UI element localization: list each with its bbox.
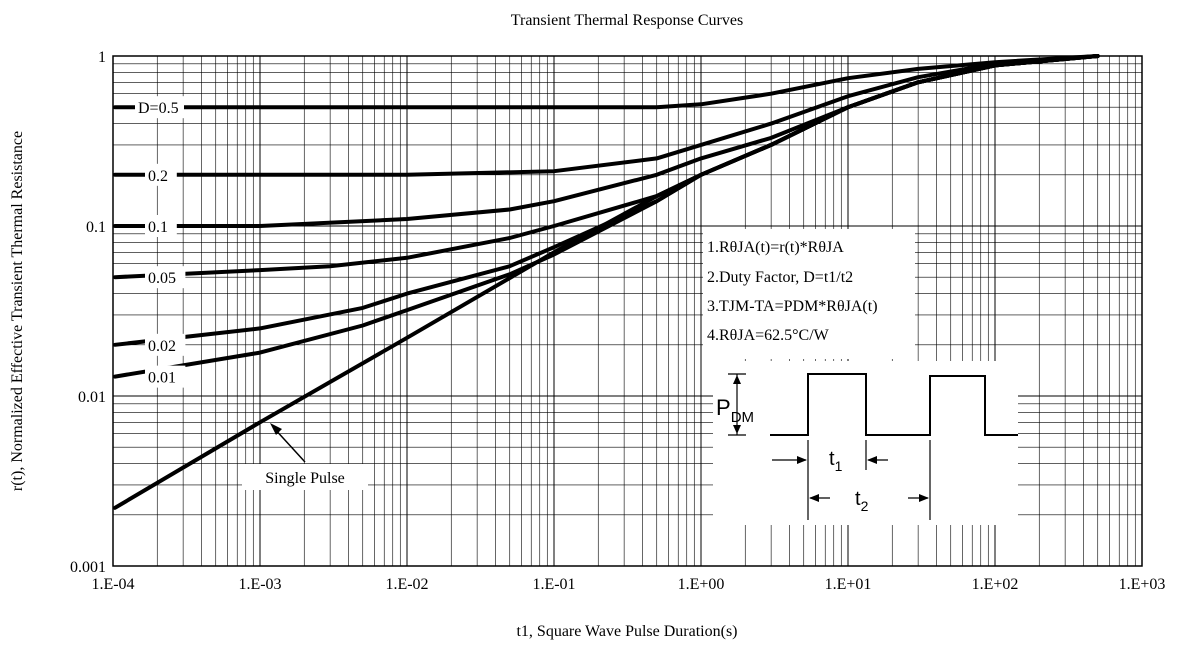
curve-label: 0.2 — [148, 168, 168, 185]
curve-label: D=0.5 — [138, 100, 179, 117]
note-1: 1.RθJA(t)=r(t)*RθJA — [707, 239, 844, 256]
single-pulse-label: Single Pulse — [265, 470, 345, 487]
notes-box: 1.RθJA(t)=r(t)*RθJA 2.Duty Factor, D=t1/… — [703, 229, 915, 359]
notes-background — [703, 229, 915, 359]
single-pulse-label-background — [242, 464, 368, 490]
single-pulse-arrowhead-icon — [270, 423, 282, 435]
curve-label-background — [145, 163, 177, 186]
t1-arrow-right-icon — [797, 456, 807, 464]
x-tick-label: 1.E+03 — [1119, 576, 1166, 593]
single-pulse-arrow-line — [272, 426, 306, 463]
y-tick-label: 0.01 — [78, 389, 106, 406]
curve-label-background — [145, 266, 186, 289]
x-axis-label: t1, Square Wave Pulse Duration(s) — [516, 623, 737, 640]
y-tick-label: 0.001 — [70, 559, 106, 576]
x-tick-labels: 1.E-04 1.E-03 1.E-02 1.E-01 1.E+00 1.E+01 1.E+… — [91, 576, 1165, 593]
x-tick-label: 1.E-02 — [385, 576, 428, 593]
x-tick-label: 1.E+01 — [825, 576, 872, 593]
curve-label: 0.02 — [148, 338, 176, 355]
note-2: 2.Duty Factor, D=t1/t2 — [707, 269, 853, 286]
note-4: 4.RθJA=62.5°C/W — [707, 327, 830, 344]
curve-label-background — [145, 333, 186, 356]
curve-label-background — [135, 96, 184, 119]
note-3: 3.TJM-TA=PDM*RθJA(t) — [707, 298, 878, 315]
t2-arrow-left-icon — [809, 494, 819, 502]
y-tick-label: 1 — [98, 49, 106, 66]
t1-arrow-left-icon — [867, 456, 877, 464]
plot-frame — [112, 55, 1143, 567]
x-tick-label: 1.E-03 — [238, 576, 281, 593]
chart-title: Transient Thermal Response Curves — [511, 12, 743, 29]
curve-0-2 — [113, 54, 1100, 177]
curve-labels: D=0.5 0.2 0.1 0.05 0.02 0.01 Single Pulse — [135, 96, 368, 490]
x-tick-label: 1.E-01 — [532, 576, 575, 593]
y-tick-label: 0.1 — [86, 219, 106, 236]
pdm-arrow-down-icon — [733, 425, 741, 434]
y-axis-label: r(t), Normalized Effective Transient The… — [9, 131, 26, 491]
pdm-arrow-up-icon — [733, 375, 741, 384]
x-tick-label: 1.E+00 — [678, 576, 725, 593]
t1-label: t1 — [829, 448, 843, 474]
curves — [113, 54, 1100, 510]
curve-label: 0.05 — [148, 270, 176, 287]
y-tick-labels: 0.001 0.01 0.1 1 — [70, 49, 106, 576]
curve-label-background — [145, 365, 186, 388]
pulse-diagram: PDM t1 t2 — [713, 361, 1018, 525]
curve-label: 0.1 — [148, 219, 168, 236]
pulse-waveform — [770, 373, 1018, 436]
curve-d-0-5 — [113, 54, 1100, 110]
curve-label-background — [145, 215, 177, 237]
single-pulse-pointer — [270, 423, 306, 463]
t2-label: t2 — [855, 488, 869, 514]
curve-label: 0.01 — [148, 370, 176, 387]
t2-arrow-right-icon — [919, 494, 929, 502]
x-tick-label: 1.E-04 — [91, 576, 134, 593]
curve-single-pulse — [113, 54, 1100, 510]
x-tick-label: 1.E+02 — [972, 576, 1019, 593]
pdm-label: PDM — [716, 395, 754, 426]
